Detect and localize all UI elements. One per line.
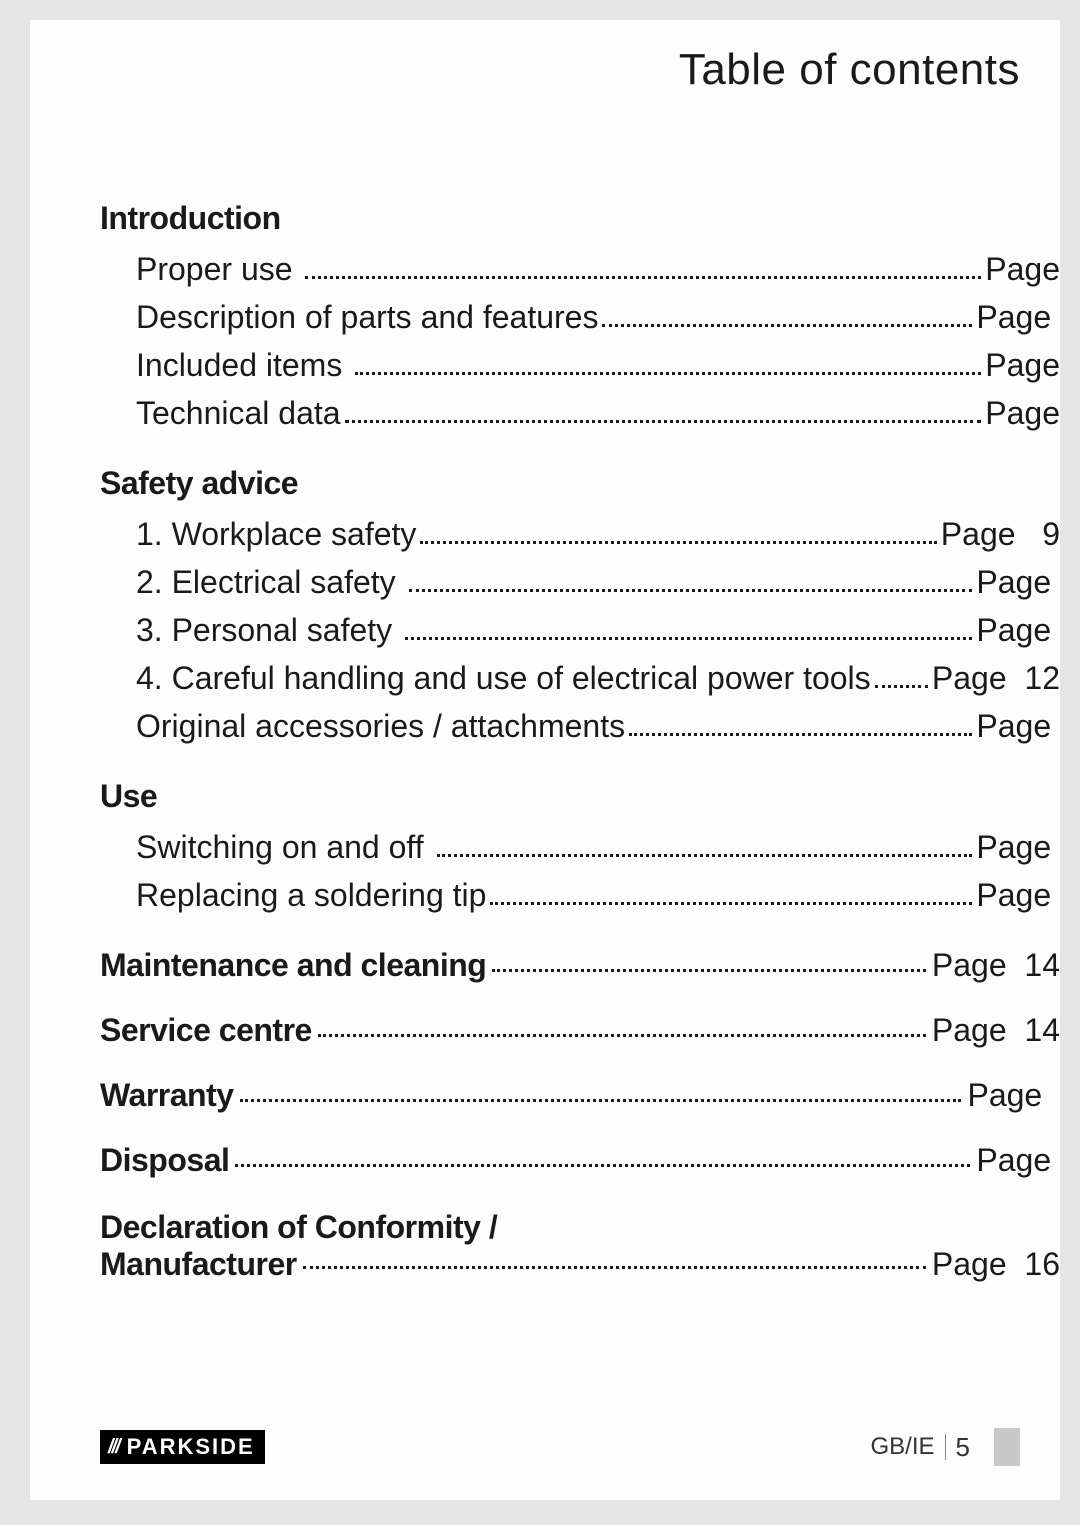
brand-name: PARKSIDE [127, 1434, 255, 1460]
toc-page-label: Page 14 [932, 947, 1060, 984]
section-heading-declaration: Declaration of Conformity / Manufacturer… [100, 1209, 1060, 1283]
toc-page-label: Page [985, 389, 1060, 437]
toc-label: Description of parts and features [136, 293, 598, 341]
toc-leader [875, 685, 928, 688]
toc-page-label: Page [976, 1142, 1060, 1179]
heading-text-line1: Declaration of Conformity / [100, 1209, 1060, 1246]
toc-leader [240, 1099, 962, 1102]
toc-entry: Technical data Page [100, 389, 1060, 437]
toc-entry: Original accessories / attachments Page [100, 702, 1060, 750]
section-heading-disposal: Disposal Page [100, 1142, 1060, 1179]
toc-label: 4. Careful handling and use of electrica… [136, 654, 871, 702]
toc-entry: Description of parts and features Page [100, 293, 1060, 341]
toc-page-label: Page [967, 1077, 1060, 1114]
section-heading-safety: Safety advice [100, 465, 1060, 502]
toc-page-label: Page [976, 293, 1060, 341]
toc-leader [420, 541, 936, 544]
header-title: Table of contents [679, 45, 1020, 95]
document-page: Table of contents Introduction Proper us… [30, 20, 1060, 1500]
toc-leader [437, 854, 973, 857]
section-heading-warranty: Warranty Page [100, 1077, 1060, 1114]
brand-badge: /// PARKSIDE [100, 1430, 265, 1464]
section-heading-introduction: Introduction [100, 200, 1060, 237]
toc-label: Switching on and off [136, 823, 433, 871]
toc-leader [405, 637, 972, 640]
heading-text: Warranty [100, 1077, 234, 1114]
footer-region: GB/IE [871, 1433, 935, 1461]
toc-page-label: Page [976, 606, 1060, 654]
toc-page-label: Page 16 [932, 1246, 1060, 1283]
toc-entry: 4. Careful handling and use of electrica… [100, 654, 1060, 702]
footer-page-number: 5 [956, 1432, 970, 1463]
toc-leader [629, 733, 972, 736]
toc-leader [303, 1266, 926, 1269]
toc-leader [305, 276, 981, 279]
toc-leader [602, 324, 972, 327]
toc-page-label: Page 9 [941, 510, 1060, 558]
toc-leader [355, 372, 981, 375]
toc-page-label: Page [976, 871, 1060, 919]
toc-label: Technical data [136, 389, 341, 437]
page-header: Table of contents [30, 20, 1060, 120]
toc-leader [409, 589, 973, 592]
toc-leader [318, 1034, 926, 1037]
toc-label: 3. Personal safety [136, 606, 401, 654]
toc-page-label: Page 12 [932, 654, 1060, 702]
toc-entry: 1. Workplace safety Page 9 [100, 510, 1060, 558]
heading-second-row: Manufacturer Page 16 [100, 1246, 1060, 1283]
toc-content: Introduction Proper use Page Description… [30, 120, 1060, 1283]
heading-text-line2: Manufacturer [100, 1246, 297, 1283]
toc-entry: 2. Electrical safety Page [100, 558, 1060, 606]
page-footer: /// PARKSIDE GB/IE 5 [100, 1428, 1020, 1466]
heading-text: Service centre [100, 1012, 312, 1049]
toc-leader [235, 1164, 970, 1167]
toc-entry: Switching on and off Page [100, 823, 1060, 871]
toc-label: 1. Workplace safety [136, 510, 416, 558]
toc-page-label: Page [985, 341, 1060, 389]
toc-entry: 3. Personal safety Page [100, 606, 1060, 654]
toc-page-label: Page [976, 823, 1060, 871]
footer-divider [945, 1434, 946, 1460]
toc-leader [345, 420, 982, 423]
toc-entry: Included items Page [100, 341, 1060, 389]
toc-leader [492, 969, 926, 972]
toc-label: Replacing a soldering tip [136, 871, 486, 919]
section-heading-use: Use [100, 778, 1060, 815]
heading-text: Maintenance and cleaning [100, 947, 486, 984]
toc-label: Included items [136, 341, 351, 389]
toc-page-label: Page 14 [932, 1012, 1060, 1049]
toc-page-label: Page [976, 702, 1060, 750]
toc-page-label: Page [976, 558, 1060, 606]
toc-label: Proper use [136, 245, 301, 293]
footer-right: GB/IE 5 [871, 1428, 1021, 1466]
toc-label: Original accessories / attachments [136, 702, 625, 750]
section-heading-maintenance: Maintenance and cleaning Page 14 [100, 947, 1060, 984]
heading-text: Disposal [100, 1142, 229, 1179]
toc-label: 2. Electrical safety [136, 558, 405, 606]
toc-page-label: Page [985, 245, 1060, 293]
section-heading-service: Service centre Page 14 [100, 1012, 1060, 1049]
toc-entry: Replacing a soldering tip Page [100, 871, 1060, 919]
brand-slashes-icon: /// [108, 1436, 121, 1459]
toc-leader [490, 902, 972, 905]
footer-thumb-tab [994, 1428, 1020, 1466]
toc-entry: Proper use Page [100, 245, 1060, 293]
